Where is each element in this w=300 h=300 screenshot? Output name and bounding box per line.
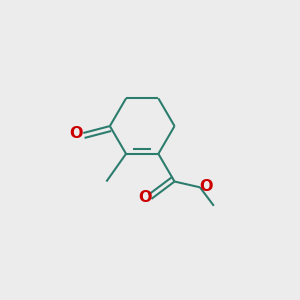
Text: O: O	[138, 190, 152, 205]
Text: O: O	[70, 125, 83, 140]
Text: O: O	[200, 178, 213, 194]
